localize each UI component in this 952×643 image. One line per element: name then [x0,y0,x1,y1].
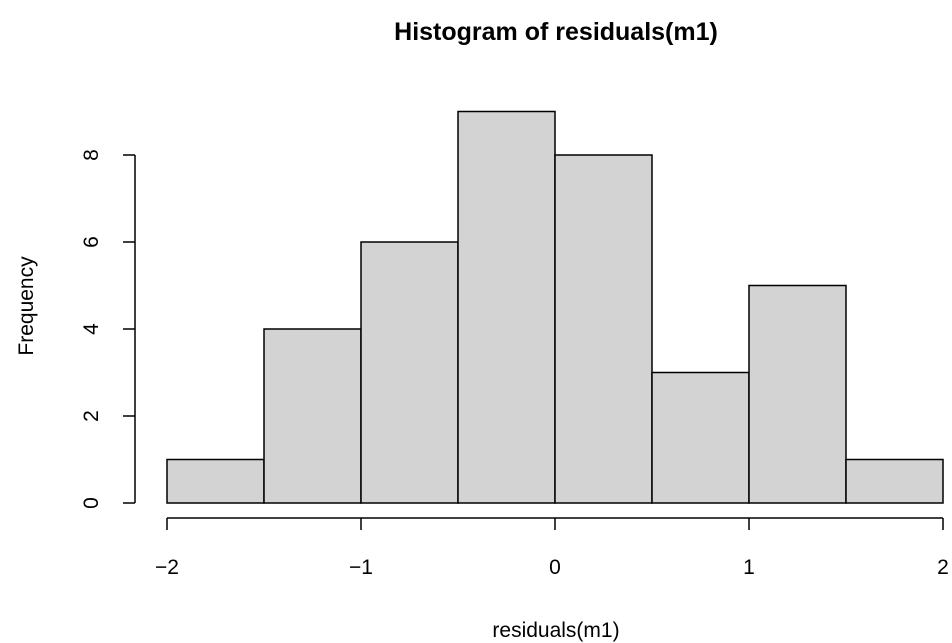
x-tick-label: −2 [155,556,179,579]
histogram-bar [263,328,362,504]
y-tick-label: 2 [80,410,103,422]
bars-group [166,110,944,504]
x-axis: −2 −1 0 1 2 [155,517,949,579]
x-tick-label: −1 [349,556,373,579]
y-tick-label: 0 [80,497,103,509]
x-axis-label: residuals(m1) [492,619,619,642]
histogram-bar [360,241,459,504]
histogram-bar [554,154,653,504]
chart-title: Histogram of residuals(m1) [394,18,718,46]
y-tick-label: 4 [80,323,103,335]
x-tick-label: 0 [549,556,561,579]
y-axis-label: Frequency [15,256,38,356]
x-tick-label: 1 [743,556,755,579]
y-tick-label: 6 [80,236,103,248]
histogram-bar [748,284,847,504]
y-tick-label: 8 [80,149,103,161]
y-axis: 0 2 4 6 8 [80,149,136,509]
histogram-bar [457,110,556,504]
x-tick-label: 2 [937,556,949,579]
histogram-bar [166,458,265,504]
histogram-bar [651,371,750,504]
histogram-bar [845,458,944,504]
